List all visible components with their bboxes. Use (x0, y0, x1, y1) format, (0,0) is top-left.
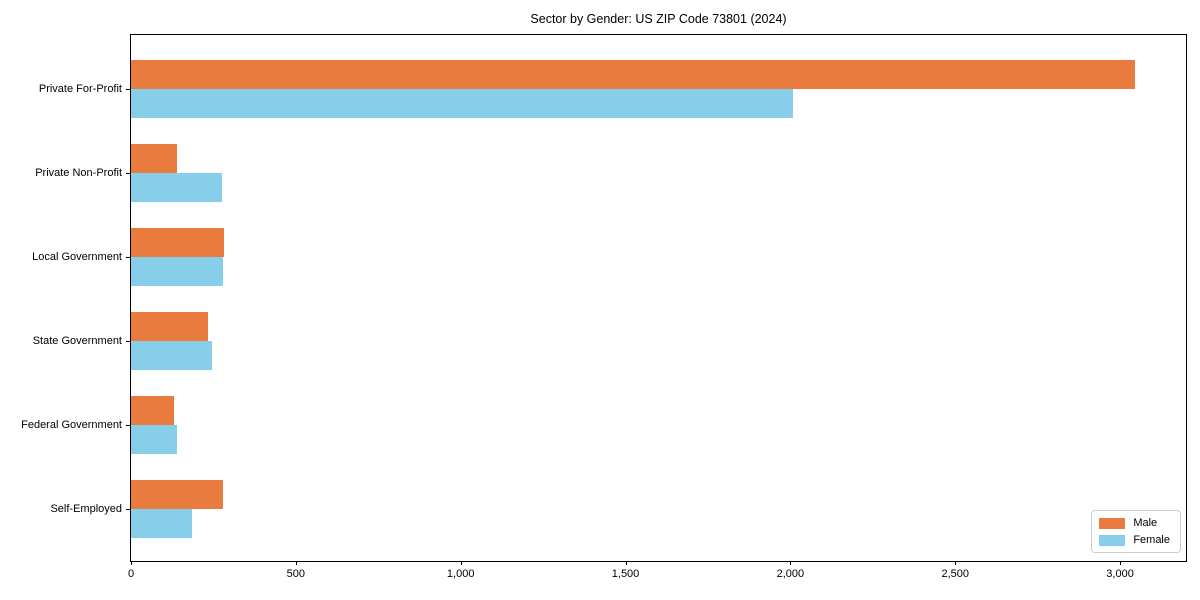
bar-female-state-government (131, 341, 212, 370)
bar-female-federal-government (131, 424, 177, 454)
x-axis-label-2-000: 2,000 (776, 568, 805, 580)
legend-swatch-male (1099, 517, 1126, 529)
bar-female-self-employed (131, 508, 192, 538)
y-axis-label-private-non-profit: Private Non-Profit (35, 167, 122, 180)
y-axis-label-self-employed: Self-Employed (50, 502, 122, 515)
y-axis-tick-private-non-profit (126, 173, 130, 175)
x-axis-tick-2-500 (955, 561, 957, 565)
x-axis-label-3-000: 3,000 (1106, 568, 1134, 580)
x-axis-label-500: 500 (286, 568, 306, 580)
legend: Male Female (1091, 510, 1181, 553)
bar-male-private-non-profit (131, 144, 177, 174)
legend-label-male: Male (1133, 517, 1158, 529)
x-axis-tick-500 (295, 561, 297, 565)
y-axis-tick-self-employed (126, 508, 130, 510)
legend-item-male: Male (1099, 517, 1170, 529)
plot-area: Male Female Private For-Profit Private No… (21, 34, 1187, 580)
x-axis-tick-3-000 (1120, 561, 1122, 565)
y-axis-tick-local-government (126, 257, 130, 259)
y-axis-label-local-government: Local Government (32, 251, 122, 264)
x-axis-tick-1-000 (460, 561, 462, 565)
legend-swatch-female (1099, 534, 1126, 546)
bar-male-state-government (131, 312, 208, 341)
bar-female-private-for-profit (131, 89, 793, 119)
legend-label-female: Female (1133, 534, 1170, 546)
bar-female-local-government (131, 257, 223, 287)
bar-male-self-employed (131, 479, 223, 509)
y-axis-tick-federal-government (126, 424, 130, 426)
y-axis-label-state-government: State Government (32, 335, 122, 347)
x-axis-tick-0 (131, 561, 132, 565)
bar-female-private-non-profit (131, 173, 222, 203)
y-axis-tick-state-government (126, 341, 130, 342)
x-axis-tick-2-000 (790, 561, 792, 565)
x-axis-label-1-500: 1,500 (611, 568, 640, 580)
x-axis-label-1-000: 1,000 (446, 568, 475, 580)
x-axis-tick-1-500 (625, 561, 627, 565)
y-axis-label-private-for-profit: Private For-Profit (38, 83, 122, 96)
bar-male-local-government (131, 228, 224, 258)
bar-male-federal-government (131, 395, 174, 425)
legend-item-female: Female (1099, 534, 1170, 546)
chart-title: Sector by Gender: US ZIP Code 73801 (202… (530, 12, 787, 26)
bar-male-private-for-profit (131, 60, 1135, 90)
x-axis-label-0: 0 (127, 568, 135, 580)
x-axis-label-2-500: 2,500 (941, 568, 969, 580)
y-axis-label-federal-government: Federal Government (21, 418, 122, 431)
y-axis-tick-private-for-profit (126, 89, 130, 91)
